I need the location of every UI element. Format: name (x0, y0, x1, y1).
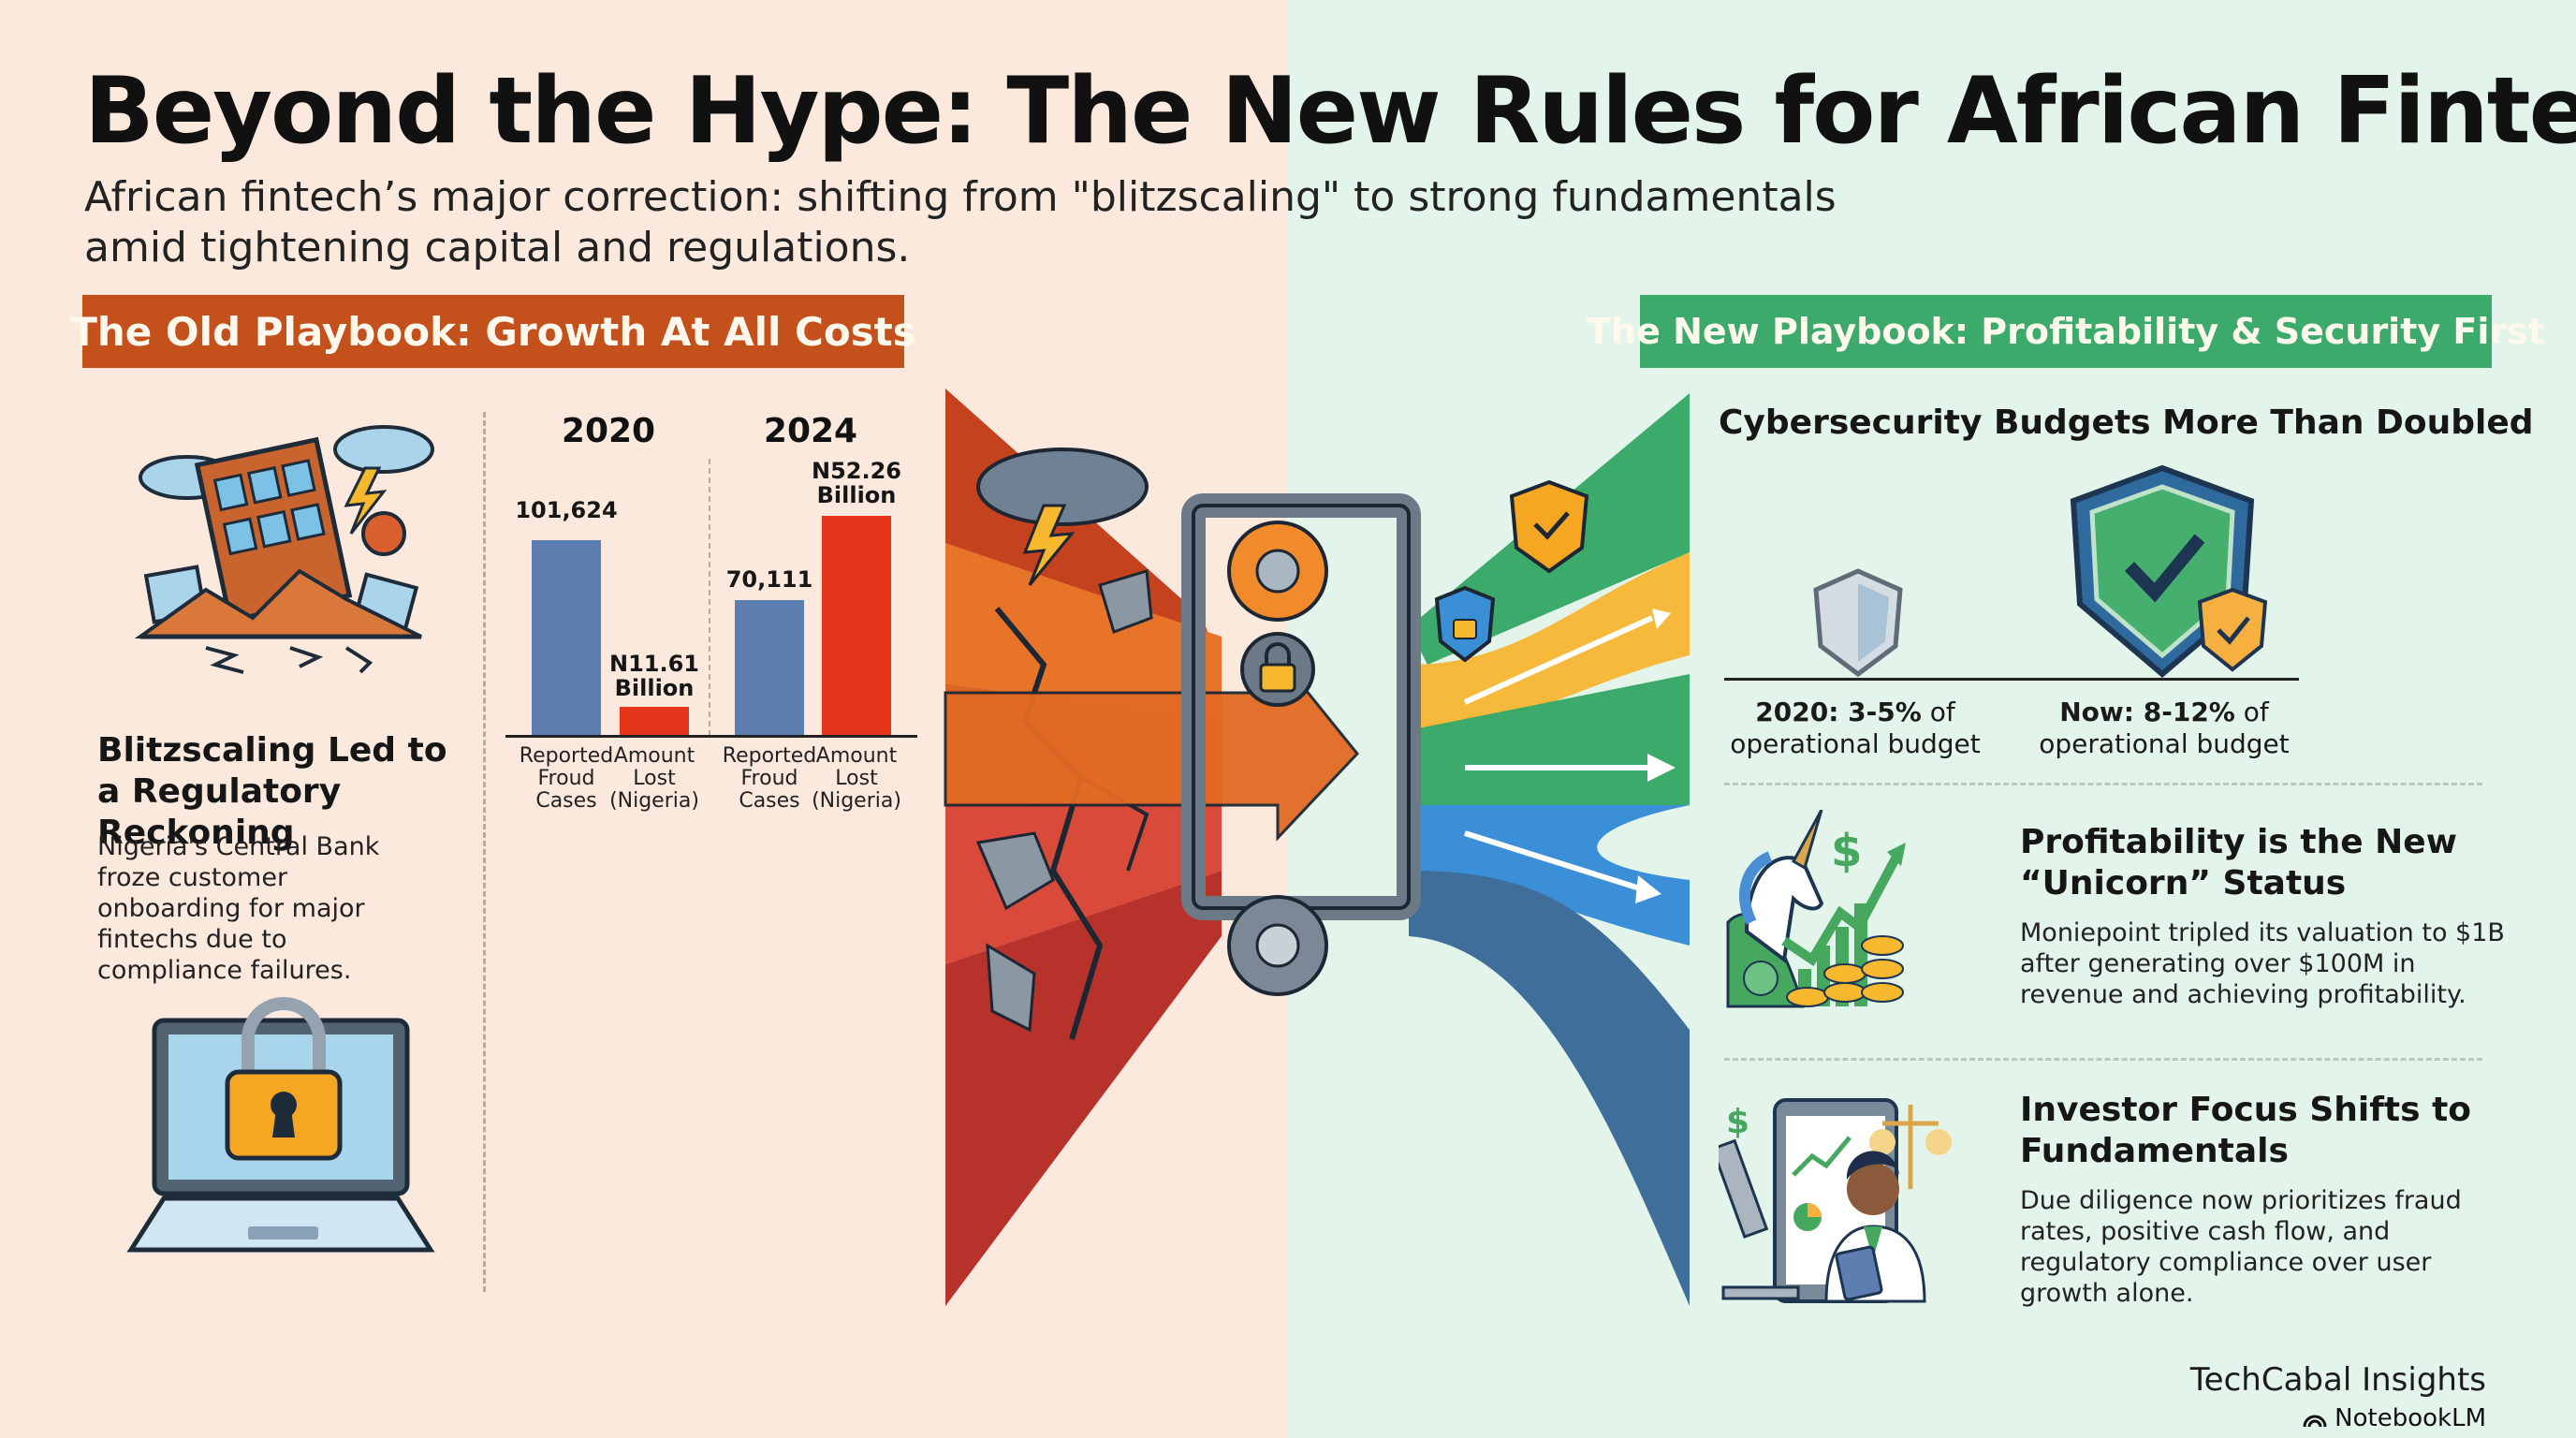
value-2020-amount-lost: N11.61 Billion (609, 651, 699, 701)
bar-2024-fraud-cases (735, 600, 804, 735)
page-title: Beyond the Hype: The New Rules for Afric… (84, 58, 2576, 165)
investor-analyst-icon: $ (1719, 1098, 1952, 1303)
category-label-fraud-cases: Reported Froud Cases (519, 744, 614, 813)
chart-baseline (505, 735, 917, 738)
chart-plot-area: 101,624 N11.61 Billion 70,111 N52.26 Billi… (505, 403, 917, 735)
category-label-amount-lost: Amount Lost (Nigeria) (609, 744, 699, 813)
profit-body: Moniepoint tripled its valuation to $1B … (2020, 918, 2505, 1009)
transition-gateway-illustration (944, 389, 1690, 1306)
page-subtitle: African fintech’s major correction: shif… (84, 173, 1837, 271)
brand-credit: NotebookLM (2303, 1404, 2486, 1432)
bar-2020-fraud-cases (532, 540, 601, 735)
shield-baseline (1724, 678, 2299, 681)
fraud-chart: 2020 2024 101,624 N11.61 Billion 70,111 N… (505, 403, 917, 824)
bar-2020-amount-lost (620, 707, 689, 735)
source-credit: TechCabal Insights (2189, 1361, 2486, 1399)
old-playbook-heading: Blitzscaling Led to a Regulatory Reckoni… (97, 731, 447, 852)
small-shield-icon (1813, 568, 1903, 678)
category-label-amount-lost: Amount Lost (Nigeria) (812, 744, 901, 813)
frozen-laptop-lock-icon (126, 997, 435, 1253)
budget-2020-caption: 2020: 3-5% of operational budget (1730, 697, 1981, 759)
bar-2024-amount-lost (822, 516, 891, 735)
profit-heading: Profitability is the New “Unicorn” Statu… (2020, 823, 2457, 902)
chart-year-divider (709, 459, 710, 736)
new-playbook-banner: The New Playbook: Profitability & Securi… (1587, 295, 2545, 368)
cyber-heading: Cybersecurity Budgets More Than Doubled (1719, 404, 2534, 442)
category-label-fraud-cases: Reported Froud Cases (722, 744, 817, 813)
section-divider (1724, 1058, 2482, 1061)
value-2024-fraud-cases: 70,111 (725, 566, 813, 593)
unicorn-growth-icon: $ (1726, 810, 1906, 1008)
chart-year-2020: 2020 (561, 412, 656, 450)
notebooklm-logo-icon (2303, 1415, 2327, 1428)
value-2024-amount-lost: N52.26 Billion (812, 458, 901, 508)
collapsing-building-icon (134, 425, 434, 674)
svg-text:$: $ (1726, 1103, 1749, 1141)
investor-body: Due diligence now prioritizes fraud rate… (2020, 1186, 2462, 1308)
large-shield-check-icon (2070, 464, 2268, 678)
budget-now-caption: Now: 8-12% of operational budget (2039, 697, 2290, 759)
value-2020-fraud-cases: 101,624 (515, 497, 618, 523)
svg-text:$: $ (1831, 825, 1862, 877)
section-divider (1724, 783, 2482, 785)
section-divider (483, 412, 486, 1292)
investor-heading: Investor Focus Shifts to Fundamentals (2020, 1091, 2472, 1170)
old-playbook-body: Nigeria's Central Bank froze customer on… (97, 832, 380, 985)
chart-year-2024: 2024 (763, 412, 858, 450)
old-playbook-banner: The Old Playbook: Growth At All Costs (70, 295, 916, 368)
